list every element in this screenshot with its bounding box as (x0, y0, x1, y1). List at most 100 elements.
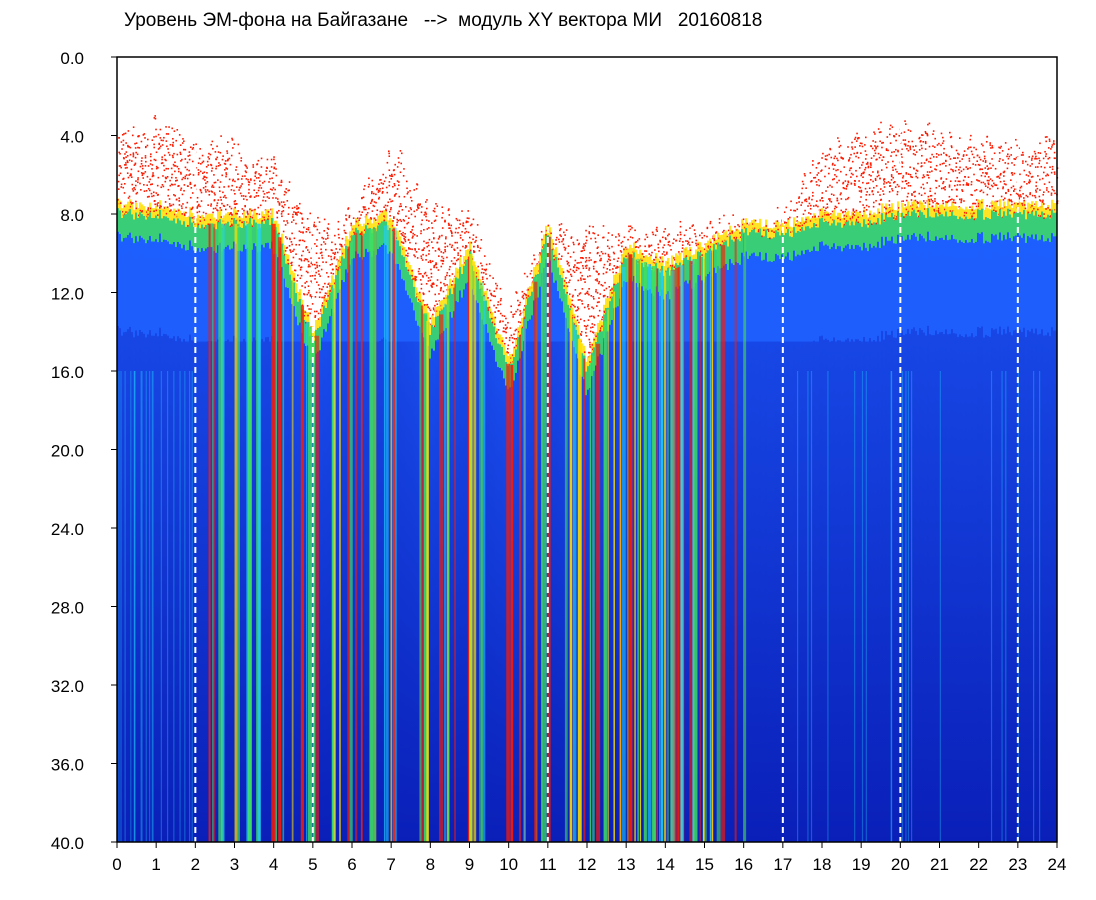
column-yellow-band (827, 212, 830, 223)
noise-speckle (181, 158, 183, 161)
noise-speckle (800, 204, 802, 206)
noise-speckle (179, 151, 182, 154)
noise-speckle (478, 249, 481, 252)
noise-speckle (452, 262, 455, 265)
noise-speckle (445, 237, 447, 240)
noise-speckle (345, 219, 348, 221)
noise-speckle (654, 249, 656, 251)
noise-speckle (391, 200, 394, 202)
noise-speckle (570, 275, 573, 278)
column-body (187, 226, 190, 843)
noise-speckle (314, 278, 316, 280)
column-body (927, 208, 930, 842)
column-yellow-band (223, 215, 226, 226)
column-yellow-band (647, 256, 650, 267)
column-green-band (131, 214, 134, 238)
heatmap-column (901, 139, 905, 842)
noise-speckle (132, 152, 135, 154)
column-body (859, 223, 862, 842)
noise-speckle (214, 193, 216, 196)
noise-speckle (876, 145, 879, 148)
noise-speckle (689, 227, 691, 229)
noise-speckle (505, 327, 508, 330)
noise-speckle (737, 224, 739, 226)
column-mid-band (413, 286, 416, 342)
column-mid-band (911, 211, 914, 330)
noise-speckle (820, 169, 823, 172)
heatmap-column (887, 133, 891, 843)
noise-speckle (232, 178, 235, 181)
column-yellow-band (149, 202, 152, 213)
noise-speckle (935, 180, 938, 182)
noise-speckle (583, 306, 586, 309)
noise-speckle (513, 346, 516, 349)
noise-speckle (934, 198, 936, 200)
column-mid-band (929, 216, 932, 335)
noise-speckle (813, 177, 815, 179)
noise-speckle (268, 197, 270, 199)
column-mid-band (687, 259, 690, 342)
noise-speckle (196, 206, 199, 208)
column-green-band (143, 215, 146, 240)
heatmap-column (731, 214, 734, 842)
noise-speckle (422, 299, 425, 302)
column-body (921, 212, 924, 842)
noise-speckle (393, 169, 395, 171)
noise-speckle (742, 218, 745, 221)
noise-speckle (415, 278, 417, 281)
column-green-band (477, 279, 480, 303)
noise-speckle (290, 241, 293, 243)
noise-speckle (153, 158, 156, 161)
noise-speckle (444, 276, 447, 278)
noise-speckle (664, 228, 667, 230)
noise-speckle (221, 174, 224, 177)
column-body (909, 216, 912, 843)
noise-speckle (892, 181, 895, 184)
noise-speckle (880, 169, 883, 171)
noise-speckle (419, 300, 421, 303)
noise-speckle (188, 151, 191, 153)
column-yellow-band (537, 264, 540, 274)
noise-speckle (790, 200, 792, 203)
column-yellow-band (307, 312, 310, 322)
noise-speckle (264, 200, 267, 202)
noise-speckle (388, 169, 391, 172)
noise-speckle (497, 329, 500, 331)
noise-speckle (119, 202, 122, 204)
noise-speckle (853, 152, 856, 155)
column-mid-band (191, 222, 194, 341)
column-green-band (813, 222, 816, 247)
noise-speckle (860, 191, 863, 193)
noise-speckle (444, 219, 446, 222)
noise-speckle (219, 181, 222, 183)
noise-speckle (304, 311, 307, 313)
noise-speckle (602, 252, 604, 255)
noise-speckle (667, 243, 670, 246)
noise-speckle (310, 262, 313, 265)
noise-speckle (135, 200, 137, 203)
noise-speckle (169, 210, 171, 212)
noise-speckle (623, 248, 625, 251)
noise-speckle (892, 160, 894, 163)
noise-speckle (119, 172, 122, 175)
noise-speckle (165, 126, 167, 128)
noise-speckle (514, 329, 517, 332)
noise-speckle (315, 252, 318, 255)
noise-speckle (710, 241, 712, 244)
noise-speckle (122, 144, 125, 146)
column-green-band (657, 268, 660, 292)
noise-speckle (843, 166, 846, 168)
column-yellow-band (581, 343, 584, 354)
noise-speckle (587, 319, 590, 321)
noise-speckle (126, 160, 129, 162)
noise-speckle (278, 204, 281, 206)
noise-speckle (181, 207, 183, 210)
heatmap-column (133, 142, 137, 843)
noise-speckle (664, 254, 666, 256)
column-mid-band (193, 226, 196, 342)
noise-speckle (596, 292, 599, 294)
column-green-band (933, 217, 936, 241)
column-mid-band (765, 229, 768, 342)
noise-speckle (719, 244, 722, 246)
noise-speckle (887, 181, 890, 183)
